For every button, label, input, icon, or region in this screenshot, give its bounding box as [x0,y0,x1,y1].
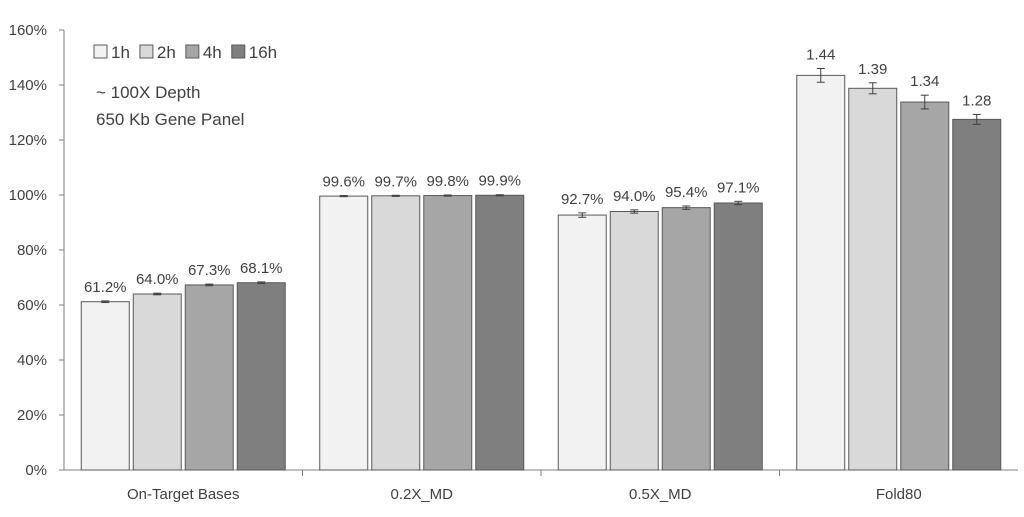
bar [371,195,421,471]
bar [184,284,234,471]
bar [661,207,711,471]
x-category-label: On-Target Bases [127,486,240,503]
bar [609,211,659,471]
y-tick-label: 100% [9,187,47,204]
data-label: 61.2% [84,279,127,296]
data-label: 95.4% [665,184,708,201]
y-axis-ticks: 0% 20% 40% 60% 80% 100% 120% 140% 160% [9,22,64,479]
y-tick-label: 160% [9,22,47,39]
bar [132,293,182,471]
data-label: 1.39 [858,61,887,78]
y-tick-label: 20% [17,407,47,424]
bars [80,74,1002,471]
annotation-text: 650 Kb Gene Panel [96,110,244,129]
legend-label: 1h [111,43,130,62]
legend: 1h 2h 4h 16h [93,43,277,62]
data-label: 92.7% [561,191,604,208]
y-tick-label: 120% [9,132,47,149]
annotation-text: ~ 100X Depth [96,83,200,102]
bar [80,301,130,471]
y-tick-label: 0% [25,462,47,479]
data-label: 64.0% [136,271,179,288]
x-category-label: 0.2X_MD [390,486,453,503]
x-category-label: Fold80 [876,486,922,503]
x-category-label: 0.5X_MD [629,486,692,503]
data-label: 1.28 [962,92,991,109]
legend-label: 16h [249,43,277,62]
bar [319,195,369,471]
annotations: ~ 100X Depth 650 Kb Gene Panel [96,83,244,129]
data-label: 99.7% [374,173,417,190]
legend-swatch [231,44,246,59]
y-tick-label: 140% [9,77,47,94]
data-label: 97.1% [717,179,760,196]
error-bars [101,68,981,304]
y-tick-label: 60% [17,297,47,314]
bar [475,194,525,471]
bar [848,87,898,471]
legend-label: 2h [157,43,176,62]
data-label: 68.1% [240,260,283,277]
legend-swatch [93,44,108,59]
y-tick-label: 80% [17,242,47,259]
legend-label: 4h [203,43,222,62]
data-labels: 61.2% 64.0% 67.3% 68.1% 99.6% 99.7% 99.8% 99.9%… [84,47,991,296]
bar [900,101,950,471]
bar [557,214,607,471]
bar [952,118,1002,471]
y-tick-label: 40% [17,352,47,369]
data-label: 94.0% [613,188,656,205]
data-label: 67.3% [188,262,231,279]
data-label: 1.34 [910,73,939,90]
legend-swatch [185,44,200,59]
data-label: 1.44 [806,47,835,64]
bar [236,282,286,471]
x-axis-categories: On-Target Bases 0.2X_MD 0.5X_MD Fold80 [127,470,922,503]
legend-swatch [139,44,154,59]
bar [796,74,846,471]
data-label: 99.8% [426,173,469,190]
bar [713,202,763,471]
data-label: 99.9% [478,173,521,190]
bar [423,195,473,471]
data-label: 99.6% [322,174,365,191]
